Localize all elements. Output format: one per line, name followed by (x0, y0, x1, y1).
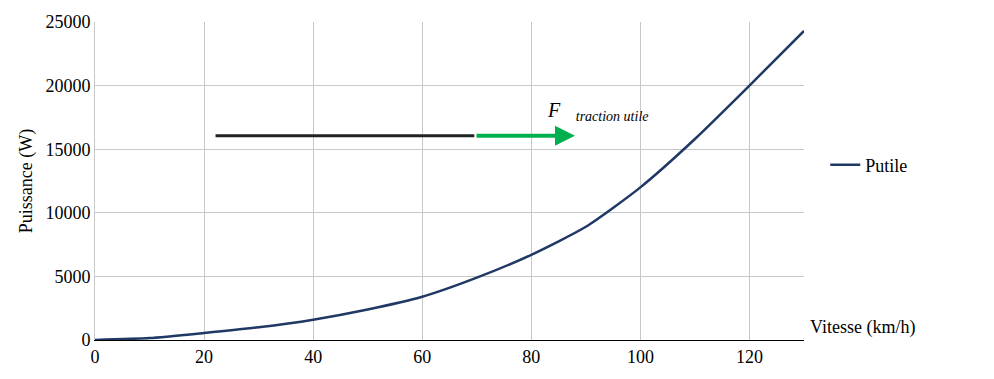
svg-text:Puissance (W): Puissance (W) (16, 129, 37, 233)
svg-text:15000: 15000 (45, 140, 90, 160)
svg-text:5000: 5000 (54, 267, 90, 287)
svg-text:Putile: Putile (865, 156, 907, 176)
svg-text:25000: 25000 (45, 12, 90, 32)
svg-text:F⃗​traction utile​: F⃗​traction utile​ (547, 99, 649, 124)
svg-text:0: 0 (81, 330, 90, 350)
svg-text:40: 40 (304, 347, 322, 367)
svg-text:Vitesse (km/h): Vitesse (km/h) (810, 317, 915, 338)
svg-text:80: 80 (522, 347, 540, 367)
svg-text:60: 60 (413, 347, 431, 367)
svg-text:20000: 20000 (45, 76, 90, 96)
svg-text:20: 20 (195, 347, 213, 367)
svg-text:10000: 10000 (45, 203, 90, 223)
svg-text:120: 120 (736, 347, 763, 367)
svg-text:100: 100 (627, 347, 654, 367)
svg-text:0: 0 (91, 347, 100, 367)
